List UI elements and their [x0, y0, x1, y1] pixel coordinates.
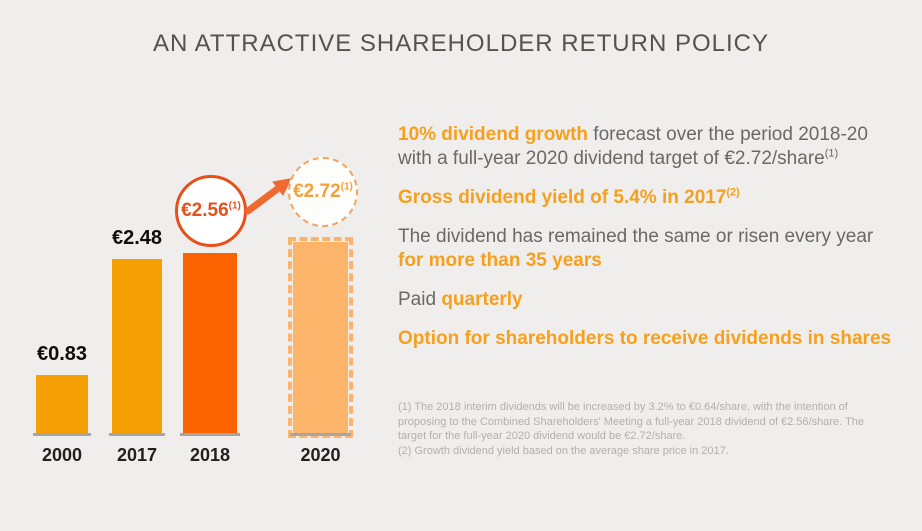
key-point: 10% dividend growth forecast over the pe…: [398, 123, 898, 171]
dividend-bar-chart: 2000 €0.83 2017 €2.48 2018 2020 €2.56(1) €2.7…: [0, 0, 395, 531]
key-point-segment: (2): [726, 186, 740, 199]
callout-2018-value: €2.56(1): [181, 200, 241, 222]
bar-value-label: €2.48: [111, 227, 163, 249]
bar-year-label: 2017: [116, 445, 158, 465]
bar-year-label: 2000: [41, 445, 83, 465]
footnotes: (1) The 2018 interim dividends will be i…: [398, 400, 876, 458]
growth-arrow-icon: [244, 178, 292, 215]
bar-baseline: [290, 433, 351, 436]
key-point-segment: Gross dividend yield of 5.4% in 2017: [398, 187, 727, 208]
bar-2017: [112, 259, 162, 433]
bar-baseline: [33, 433, 91, 436]
bar-2000: [36, 375, 88, 433]
callout-2020-value: €2.72(1): [293, 181, 353, 203]
bar-baseline: [180, 433, 240, 436]
callout-2020-footnote-ref: (1): [340, 181, 353, 193]
key-point-segment: quarterly: [441, 289, 523, 310]
key-point-segment: The dividend has remained the same or ri…: [398, 226, 874, 247]
callout-2018-footnote-ref: (1): [228, 200, 241, 212]
callout-2020-amount: €2.72: [293, 181, 341, 202]
key-point-segment: 10% dividend growth: [398, 124, 589, 145]
key-points: 10% dividend growth forecast over the pe…: [398, 123, 898, 366]
key-point-segment: Paid: [398, 289, 442, 310]
bar-2018: [183, 253, 237, 433]
callout-2020-circle: €2.72(1): [288, 157, 358, 227]
key-point: Paid quarterly: [398, 288, 898, 312]
page-title: AN ATTRACTIVE SHAREHOLDER RETURN POLICY: [153, 30, 769, 57]
key-point-segment: for more than 35 years: [398, 250, 602, 271]
bar-2020: [288, 237, 353, 438]
key-point-segment: forecast over the period 2018-20 with a …: [398, 124, 868, 169]
footnote: (1) The 2018 interim dividends will be i…: [398, 401, 865, 442]
footnote: (2) Growth dividend yield based on the a…: [398, 444, 729, 457]
key-point: The dividend has remained the same or ri…: [398, 225, 898, 273]
key-point: Option for shareholders to receive divid…: [398, 327, 898, 351]
bar-year-label: 2020: [300, 445, 341, 465]
callout-2018-amount: €2.56: [181, 200, 229, 221]
bar-value-label: €0.83: [36, 343, 88, 365]
key-point-segment: Option for shareholders to receive divid…: [398, 328, 892, 349]
key-point-segment: (1): [824, 147, 839, 160]
callout-2018-circle: €2.56(1): [175, 175, 247, 247]
bar-baseline: [109, 433, 165, 436]
bar-year-label: 2018: [189, 445, 231, 465]
key-point: Gross dividend yield of 5.4% in 2017(2): [398, 186, 898, 210]
